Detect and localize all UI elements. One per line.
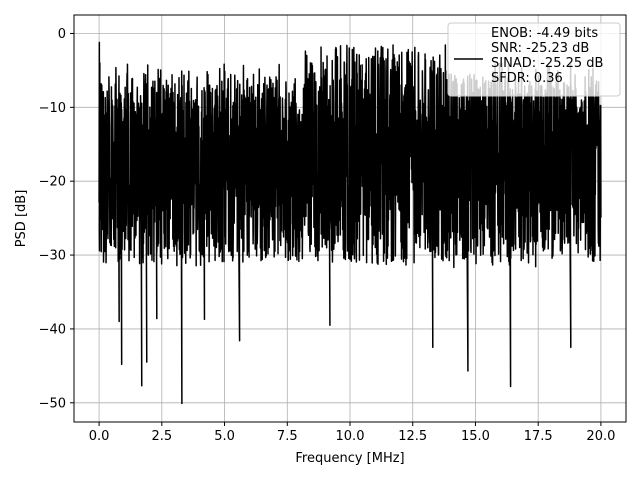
x-tick-label: 15.0	[461, 429, 490, 444]
legend-box	[447, 22, 621, 97]
x-tick-label: 10.0	[336, 429, 365, 444]
legend-entry-enob: ENOB: -4.49 bits	[491, 26, 598, 41]
x-tick-label: 5.0	[214, 429, 235, 444]
legend-entry-sfdr: SFDR: 0.36	[491, 71, 563, 86]
y-tick-label: −10	[39, 101, 66, 116]
x-tick-label: 20.0	[586, 429, 615, 444]
psd-series-line	[98, 41, 602, 405]
x-tick-label: 12.5	[398, 429, 427, 444]
axis-ticks: 0.0 2.5 5.0 7.5 10.0 12.5 15.0 17.5 20.0 0 −10 −20 −…	[39, 27, 616, 444]
legend: ENOB: -4.49 bits SNR: -25.23 dB SINAD: -…	[447, 22, 621, 97]
series-line-layer	[98, 41, 602, 405]
x-tick-label: 7.5	[277, 429, 298, 444]
y-tick-label: −20	[39, 175, 66, 190]
legend-entry-sinad: SINAD: -25.25 dB	[491, 56, 603, 71]
legend-entry-snr: SNR: -25.23 dB	[491, 41, 589, 56]
y-tick-label: −50	[39, 396, 66, 411]
x-tick-label: 17.5	[524, 429, 553, 444]
x-tick-label: 0.0	[89, 429, 110, 444]
y-tick-label: −40	[39, 322, 66, 337]
x-axis-label: Frequency [MHz]	[295, 451, 404, 466]
y-axis-label: PSD [dB]	[14, 190, 29, 248]
y-tick-label: −30	[39, 249, 66, 264]
y-tick-label: 0	[58, 27, 66, 42]
x-tick-label: 2.5	[151, 429, 172, 444]
